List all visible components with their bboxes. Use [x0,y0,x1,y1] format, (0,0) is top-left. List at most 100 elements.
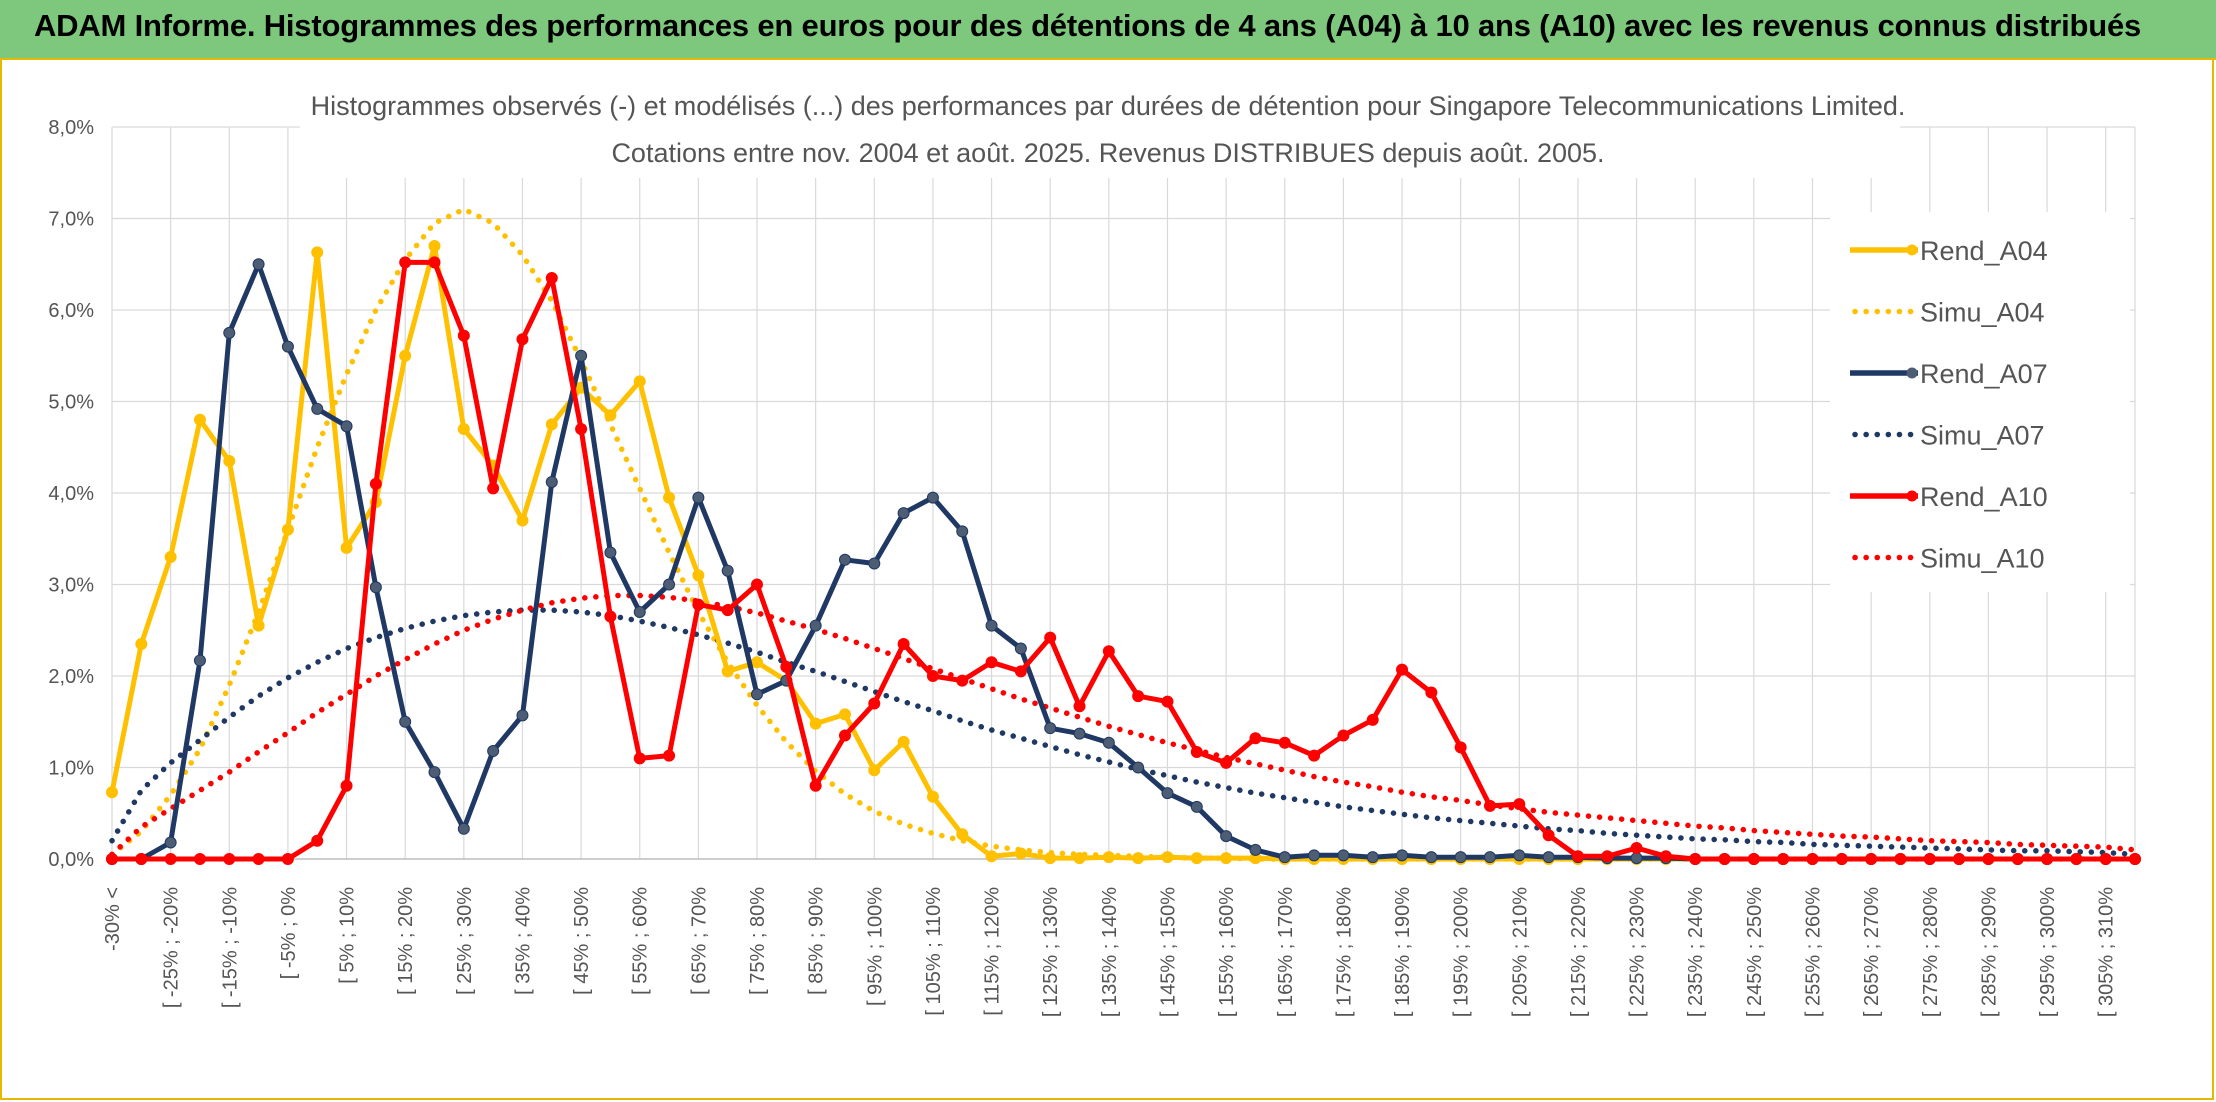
data-point [2099,853,2112,865]
data-point [457,329,470,342]
x-tick-label: [ -5% ; 0% [278,887,300,979]
x-tick-label: [ 195% ; 200% [1451,887,1473,1017]
data-point [575,349,588,362]
legend-item-Simu_A04: Simu_A04 [1852,298,2045,328]
x-tick-label: [ -15% ; -10% [219,887,241,1008]
data-point [281,523,294,536]
chart-title-background [300,80,1900,178]
data-point [2070,853,2083,865]
data-point [1102,645,1115,658]
x-tick-label: [ 115% ; 120% [982,887,1004,1016]
series-line [109,206,2138,862]
x-tick-label: [ 205% ; 210% [1509,887,1531,1017]
data-point [956,828,969,841]
data-point [985,850,998,863]
x-tick-label: [ 5% ; 10% [337,887,359,984]
data-point [428,256,441,269]
data-point [311,246,324,259]
x-tick-label: [ 295% ; 300% [2037,887,2059,1017]
data-point [809,779,822,792]
data-point [897,735,910,748]
data-point [223,853,236,865]
series-Simu_A07 [109,607,2138,858]
data-point [135,637,148,650]
data-point [1044,631,1057,644]
legend-item-Simu_A10: Simu_A10 [1852,544,2045,574]
data-point [487,745,500,758]
data-point [1220,756,1233,769]
x-tick-label: [ 175% ; 180% [1333,887,1355,1017]
data-point [1161,695,1174,708]
data-point [1161,787,1174,800]
data-point [1308,849,1321,862]
data-point [604,546,617,559]
x-tick-label: [ 125% ; 130% [1040,887,1062,1017]
data-point [428,766,441,779]
data-point [692,598,705,611]
data-point [516,514,529,527]
data-point [193,654,206,667]
data-point [1102,736,1115,749]
y-tick-label: 1,0% [48,758,94,780]
y-tick-label: 8,0% [48,117,94,139]
data-point [1425,686,1438,699]
data-point [897,637,910,650]
data-point [780,660,793,673]
data-point [1249,843,1262,856]
data-point [369,477,382,490]
data-point [1718,853,1731,865]
data-point [721,564,734,577]
data-point [1396,663,1409,676]
y-tick-label: 6,0% [48,300,94,322]
axis-layer: 0,0% 1,0% 2,0% 3,0% 4,0% 5,0% 6,0% 7,0% 8,0% -30%… [48,117,2135,1017]
x-tick-label: [ 145% ; 150% [1157,887,1179,1017]
data-point [545,418,558,431]
data-point [1894,853,1907,865]
data-point [1747,853,1760,865]
data-point [1190,745,1203,758]
data-point [1454,741,1467,754]
data-point [164,836,177,849]
x-tick-label: [ 55% ; 60% [630,887,652,995]
legend-marker [1906,244,1918,256]
x-tick-label: [ 225% ; 230% [1627,887,1649,1017]
data-point [751,656,764,669]
data-point [575,422,588,435]
x-tick-label: [ 155% ; 160% [1216,887,1238,1017]
data-point [516,333,529,346]
data-point [926,670,939,682]
legend-label: Simu_A07 [1920,421,2045,451]
data-point [1366,713,1379,726]
data-point [721,665,734,678]
data-point [1513,798,1526,811]
data-point [106,853,118,865]
data-point [252,258,265,271]
data-point [1659,850,1672,863]
data-point [2011,853,2024,865]
data-point [663,578,676,591]
data-point [868,764,881,777]
data-point [1014,847,1027,860]
data-point [369,581,382,594]
data-point [106,786,118,799]
x-tick-label: [ 95% ; 100% [864,887,886,1006]
x-tick-label: [ 265% ; 270% [1861,887,1883,1017]
data-point [135,853,148,865]
data-point [340,420,353,433]
series-layer [106,206,2141,865]
data-point [1161,851,1174,864]
data-point [1132,852,1145,865]
data-point [281,340,294,353]
header-bar: ADAM Informe. Histogrammes des performan… [0,0,2216,60]
data-point [809,717,822,730]
data-point [1865,853,1878,865]
x-tick-label: [ 105% ; 110% [923,887,945,1016]
data-point [604,409,617,422]
legend-label: Simu_A04 [1920,298,2045,328]
data-point [457,422,470,435]
data-point [1073,852,1086,865]
x-tick-label: [ 235% ; 240% [1685,887,1707,1017]
data-point [1190,800,1203,813]
data-point [340,541,353,554]
legend-item-Rend_A07: Rend_A07 [1850,359,2048,389]
